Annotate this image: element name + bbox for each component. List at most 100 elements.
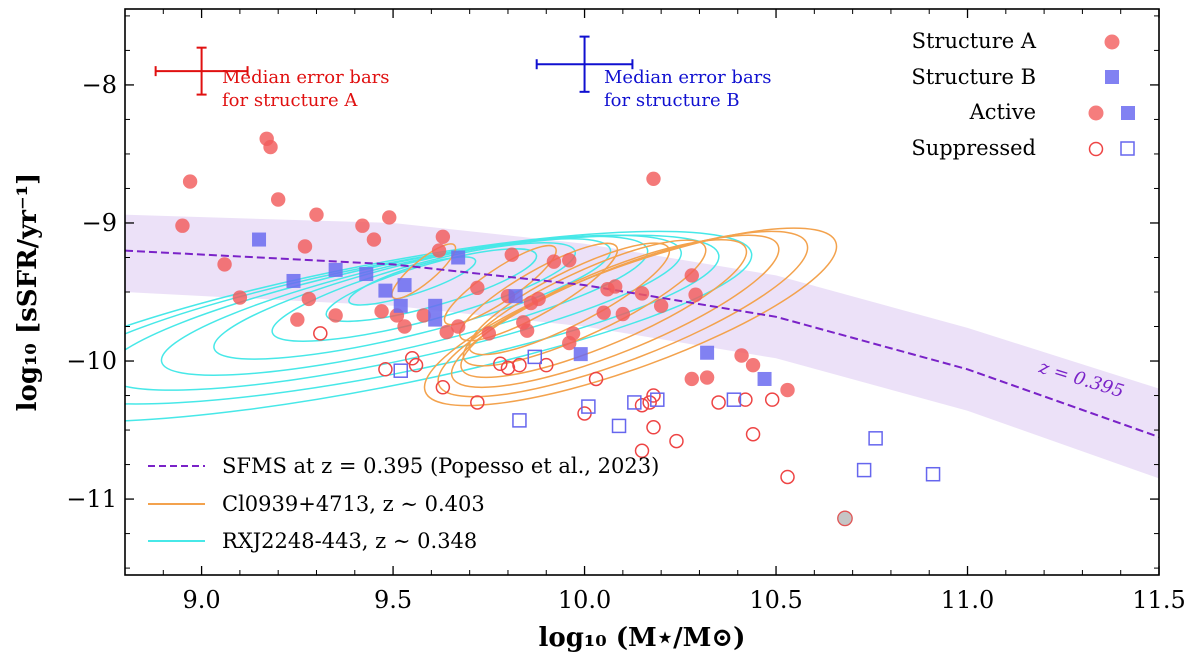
y-tick-label: −11 xyxy=(66,485,117,513)
data-point-structure-a xyxy=(684,268,699,283)
data-point-structure-a xyxy=(596,305,611,320)
plot-frame xyxy=(124,8,1160,576)
sfms-band xyxy=(125,214,1159,479)
data-point-structure-b xyxy=(428,298,443,313)
data-point-structure-a-suppressed xyxy=(404,351,420,366)
data-point-structure-b-suppressed xyxy=(868,431,883,446)
data-point-structure-a xyxy=(734,348,749,363)
data-point-structure-a xyxy=(699,370,715,385)
legend-marker-structure-a xyxy=(1104,34,1120,50)
data-point-structure-a xyxy=(309,207,324,222)
data-point-structure-a-suppressed xyxy=(378,362,393,377)
data-point-structure-a xyxy=(684,371,699,387)
data-point-structure-b xyxy=(573,347,588,362)
data-point-structure-a xyxy=(607,279,623,294)
y-tick-label: −9 xyxy=(82,209,117,237)
error-note-b-line1: Median error bars xyxy=(604,67,772,88)
data-point-structure-b-suppressed xyxy=(393,363,408,378)
data-point-structure-a-suppressed xyxy=(435,380,451,395)
y-axis-label: log₁₀ [sSFR/yr⁻¹] xyxy=(13,173,43,412)
data-point-structure-a xyxy=(366,232,382,247)
data-point-structure-a xyxy=(297,239,313,254)
error-note-b-line2: for structure B xyxy=(604,90,740,111)
data-point-structure-a xyxy=(562,253,577,268)
data-point-structure-a xyxy=(504,247,519,262)
data-point-structure-b xyxy=(451,250,466,265)
data-point-structure-b xyxy=(700,345,715,360)
legend-marker-suppressed-b xyxy=(1120,141,1135,156)
data-point-structure-b xyxy=(508,289,523,304)
contour-rxj2248 xyxy=(125,230,753,423)
data-point-structure-a xyxy=(182,174,198,189)
data-point-structure-a xyxy=(355,218,370,233)
legend-marker-structure-b xyxy=(1105,70,1119,84)
data-point-structure-a xyxy=(301,291,317,307)
error-note-a-line1: Median error bars xyxy=(222,67,390,88)
x-axis-label: log₁₀ (M⋆/M⊙) xyxy=(539,623,746,653)
data-point-structure-b-suppressed xyxy=(611,418,627,434)
median-error-bar-a xyxy=(154,46,249,96)
contour-rxj2248 xyxy=(348,256,477,306)
data-point-structure-a xyxy=(634,286,650,301)
data-point-structure-a-suppressed xyxy=(313,326,328,341)
data-point-structure-a-suppressed xyxy=(711,395,726,410)
data-point-structure-a xyxy=(565,326,581,341)
contour-cl0939 xyxy=(391,243,457,300)
data-point-structure-a-suppressed xyxy=(634,397,650,413)
legend-label-structure-b: Structure B xyxy=(911,65,1036,89)
data-point-structure-b xyxy=(757,371,772,386)
data-point-structure-a xyxy=(646,171,661,186)
x-tick-label: 9.0 xyxy=(183,586,221,614)
contour-rxj2248 xyxy=(125,234,682,391)
x-tick-label: 9.5 xyxy=(374,586,412,614)
data-point-structure-a-suppressed xyxy=(764,392,780,407)
x-tick-label: 10.0 xyxy=(558,586,611,614)
data-point-structure-a-suppressed xyxy=(634,443,650,459)
legend-marker-active-a xyxy=(1088,105,1104,121)
data-point-structure-b-suppressed xyxy=(581,399,596,414)
data-point-structure-a xyxy=(431,243,447,258)
legend-marker-active-b xyxy=(1121,106,1135,120)
data-point-structure-b xyxy=(328,262,343,277)
data-point-structure-a xyxy=(470,280,485,296)
legend-label-sfms: SFMS at z = 0.395 (Popesso et al., 2023) xyxy=(222,454,659,478)
data-point-structure-a xyxy=(481,326,497,341)
data-point-structure-a xyxy=(270,192,286,207)
data-point-structure-b xyxy=(393,298,408,313)
legend-label-rxj2248: RXJ2248-443, z ∼ 0.348 xyxy=(222,529,477,553)
data-point-structure-a-suppressed xyxy=(642,395,657,410)
data-point-structure-a xyxy=(328,308,343,323)
data-point-structure-b xyxy=(397,278,412,293)
data-point-structure-a-suppressed xyxy=(646,420,661,435)
data-point-structure-a xyxy=(290,312,305,327)
data-point-structure-a xyxy=(439,324,454,340)
data-point-structure-a xyxy=(653,298,669,314)
data-point-structure-a xyxy=(382,210,397,225)
error-note-a-line2: for structure A xyxy=(222,90,358,111)
data-point-structure-a-suppressed xyxy=(512,357,527,373)
data-point-structure-a-suppressed xyxy=(669,433,684,449)
data-point-structure-a-suppressed xyxy=(470,395,485,410)
contour-rxj2248 xyxy=(125,234,720,405)
data-point-structure-b-suppressed xyxy=(925,466,941,482)
y-tick-label: −8 xyxy=(82,71,117,99)
x-tick-label: 11.5 xyxy=(1132,586,1185,614)
data-point-structure-a-suppressed xyxy=(588,371,604,387)
data-point-structure-a-suppressed xyxy=(646,388,661,403)
data-point-structure-a-suppressed xyxy=(500,360,516,376)
data-point-structure-a xyxy=(837,510,853,527)
legend-marker-suppressed-a xyxy=(1088,141,1104,157)
data-point-structure-a xyxy=(374,304,389,319)
data-point-structure-a-suppressed xyxy=(539,357,554,373)
data-point-structure-b-suppressed xyxy=(856,462,872,478)
data-point-structure-a-suppressed xyxy=(738,392,753,407)
data-point-structure-b xyxy=(378,283,393,298)
data-point-structure-a xyxy=(688,287,703,302)
data-point-structure-a xyxy=(615,306,631,322)
x-tick-label: 10.5 xyxy=(749,586,802,614)
data-point-structure-a xyxy=(435,229,451,244)
data-point-structure-b-suppressed xyxy=(527,349,543,365)
data-point-structure-b-suppressed xyxy=(650,392,665,407)
data-point-structure-a xyxy=(217,257,232,272)
